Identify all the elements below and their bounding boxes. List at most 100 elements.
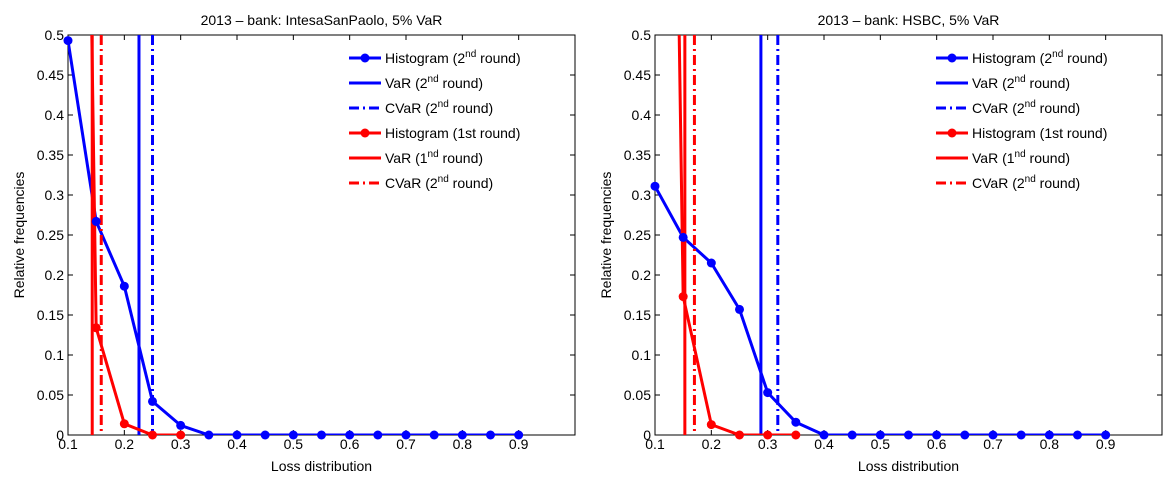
data-point-0 xyxy=(847,430,857,440)
data-point-0 xyxy=(373,430,383,440)
legend-label-sup: nd xyxy=(1052,49,1063,60)
data-point-0 xyxy=(401,430,411,440)
y-tick-label: 0.3 xyxy=(45,187,65,203)
legend-label-part: VaR (2 xyxy=(972,75,1015,91)
legend-label-part: Histogram (1st round) xyxy=(972,125,1107,141)
series-line-3 xyxy=(677,35,796,435)
data-point-0 xyxy=(735,304,744,314)
legend: Histogram (2nd round)VaR (2nd round)CVaR… xyxy=(930,40,1156,200)
legend-label-part: CVaR (2 xyxy=(385,100,438,116)
data-point-0 xyxy=(204,430,214,440)
x-tick-label: 0.2 xyxy=(115,436,135,452)
legend-label-sup: nd xyxy=(438,174,449,185)
data-point-0 xyxy=(763,388,773,398)
legend-label-part: VaR (1 xyxy=(972,150,1015,166)
x-tick-label: 0.8 xyxy=(453,436,473,452)
plot-area xyxy=(655,35,1106,435)
data-point-0 xyxy=(791,417,801,427)
x-tick-label: 0.2 xyxy=(702,436,722,452)
legend-label-sup: nd xyxy=(1015,149,1026,160)
legend-label-sup: nd xyxy=(1025,174,1036,185)
x-tick-label: 0.5 xyxy=(871,436,891,452)
x-tick-label: 0.4 xyxy=(814,436,834,452)
y-tick-label: 0.45 xyxy=(624,67,651,83)
y-tick-label: 0.35 xyxy=(624,147,651,163)
y-axis-label: Relative frequencies xyxy=(11,172,27,299)
x-tick-label: 0.9 xyxy=(509,436,529,452)
legend-label-part: Histogram (1st round) xyxy=(385,125,520,141)
data-point-0 xyxy=(260,430,270,440)
data-point-0 xyxy=(119,281,129,291)
y-tick-label: 0.05 xyxy=(37,387,64,403)
y-tick-label: 0.15 xyxy=(624,307,651,323)
legend-label-sup: nd xyxy=(428,74,439,85)
data-point-3 xyxy=(176,430,186,440)
y-tick-label: 0.5 xyxy=(45,27,65,43)
y-tick-label: 0.2 xyxy=(45,267,65,283)
data-point-0 xyxy=(176,420,186,430)
data-point-3 xyxy=(148,430,157,440)
legend-label-sup: nd xyxy=(438,99,449,110)
legend-label-sup: nd xyxy=(428,149,439,160)
legend: Histogram (2nd round)VaR (2nd round)CVaR… xyxy=(343,40,569,200)
marker-layer xyxy=(650,181,1111,440)
legend-label-part: Histogram (2 xyxy=(385,50,465,66)
y-tick-label: 0.35 xyxy=(37,147,64,163)
x-tick-label: 0.3 xyxy=(758,436,778,452)
data-point-0 xyxy=(875,430,885,440)
y-tick-label: 0.15 xyxy=(37,307,64,323)
y-tick-label: 0.25 xyxy=(37,227,64,243)
y-tick-label: 0.5 xyxy=(632,27,652,43)
legend-label-part: CVaR (2 xyxy=(972,175,1025,191)
data-point-0 xyxy=(678,232,688,242)
data-point-0 xyxy=(904,430,913,440)
series-line-0 xyxy=(655,185,1106,435)
data-point-0 xyxy=(988,430,998,440)
legend-label-part: round) xyxy=(439,150,483,166)
legend-label-2: CVaR (2nd round) xyxy=(385,99,493,116)
x-tick-label: 0.7 xyxy=(396,436,416,452)
y-tick-label: 0.2 xyxy=(632,267,652,283)
data-point-0 xyxy=(932,430,942,440)
legend-label-part: round) xyxy=(1026,75,1070,91)
data-point-3 xyxy=(763,430,773,440)
y-tick-label: 0.4 xyxy=(45,107,65,123)
legend-label-part: CVaR (2 xyxy=(972,100,1025,116)
legend-label-part: round) xyxy=(476,50,520,66)
data-point-0 xyxy=(1016,430,1026,440)
data-point-0 xyxy=(1073,430,1082,440)
data-point-0 xyxy=(457,430,467,440)
y-axis-label: Relative frequencies xyxy=(598,172,614,299)
y-tick-label: 0.45 xyxy=(37,67,64,83)
data-point-0 xyxy=(63,36,73,46)
chart-title: 2013 – bank: IntesaSanPaolo, 5% VaR xyxy=(201,12,443,28)
series-line-0 xyxy=(68,40,519,435)
data-point-0 xyxy=(819,430,829,440)
legend-marker-0 xyxy=(947,53,957,63)
y-tick-label: 0.05 xyxy=(624,387,651,403)
data-point-0 xyxy=(706,258,716,268)
data-point-3 xyxy=(706,420,716,430)
x-tick-label: 0.6 xyxy=(340,436,360,452)
legend-label-5: CVaR (2nd round) xyxy=(385,174,493,191)
x-tick-label: 0.1 xyxy=(58,436,78,452)
marker-layer xyxy=(63,36,524,440)
legend-label-2: CVaR (2nd round) xyxy=(972,99,1080,116)
x-tick-label: 0.9 xyxy=(1096,436,1116,452)
legend-label-part: VaR (2 xyxy=(385,75,428,91)
legend-label-sup: nd xyxy=(1025,99,1036,110)
legend-label-part: round) xyxy=(1026,150,1070,166)
data-point-3 xyxy=(678,292,688,302)
data-point-0 xyxy=(960,430,970,440)
y-tick-label: 0.1 xyxy=(632,347,652,363)
data-point-0 xyxy=(91,216,101,226)
chart-panel-right: 0.1 0.2 0.3 0.4 0.5 0.6 0.7 0.8 0.9 0 0.05 0.1 0.15 0… xyxy=(598,12,1163,474)
data-point-0 xyxy=(232,430,242,440)
legend-label-part: Histogram (2 xyxy=(972,50,1052,66)
chart-panel-left: 0.1 0.2 0.3 0.4 0.5 0.6 0.7 0.8 0.9 0 0.05 0.1 0.15 0… xyxy=(11,12,576,474)
x-axis-label: Loss distribution xyxy=(271,458,372,474)
x-tick-label: 0.4 xyxy=(227,436,247,452)
series-line-3 xyxy=(90,35,181,435)
